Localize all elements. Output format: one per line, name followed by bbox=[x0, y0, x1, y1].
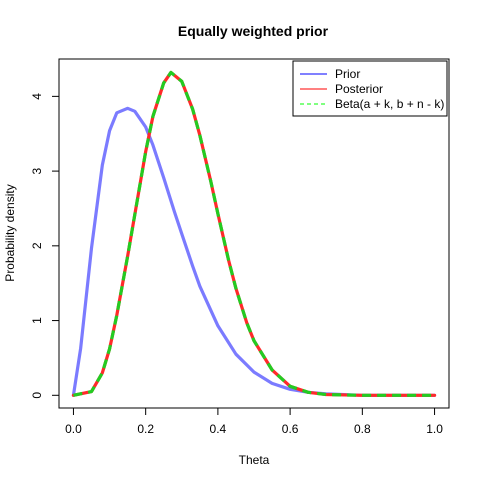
y-axis-label: Probability density bbox=[3, 184, 17, 281]
legend-label-3: Beta(a + k, b + n - k) bbox=[335, 97, 444, 111]
series-line-2 bbox=[73, 72, 434, 395]
y-tick-label: 1 bbox=[30, 317, 44, 324]
series-line-3 bbox=[73, 72, 434, 395]
x-tick-label: 0.8 bbox=[354, 422, 371, 436]
x-tick-label: 0.6 bbox=[282, 422, 299, 436]
chart-title: Equally weighted prior bbox=[178, 23, 329, 39]
y-axis: 0 1 2 3 4 bbox=[30, 93, 59, 399]
series-layer bbox=[73, 72, 434, 395]
x-tick-label: 1.0 bbox=[426, 422, 443, 436]
x-tick-label: 0.4 bbox=[210, 422, 227, 436]
y-tick-label: 4 bbox=[30, 93, 44, 100]
legend-label-1: Prior bbox=[335, 67, 360, 81]
x-tick-label: 0.0 bbox=[65, 422, 82, 436]
legend-label-2: Posterior bbox=[335, 82, 383, 96]
y-tick-label: 3 bbox=[30, 167, 44, 174]
y-tick-label: 2 bbox=[30, 242, 44, 249]
x-axis: 0.0 0.2 0.4 0.6 0.8 1.0 bbox=[65, 408, 443, 436]
y-tick-label: 0 bbox=[30, 392, 44, 399]
x-axis-label: Theta bbox=[239, 453, 270, 467]
x-tick-label: 0.2 bbox=[137, 422, 154, 436]
